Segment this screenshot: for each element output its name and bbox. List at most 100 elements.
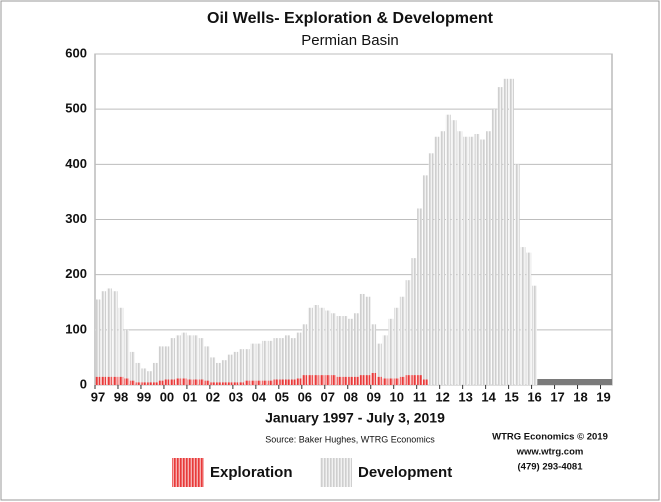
bar-segment: [394, 307, 400, 379]
y-tick-label: 200: [65, 266, 87, 281]
bar-segment: [451, 120, 457, 385]
bar-segment: [417, 375, 423, 385]
bar-segment: [497, 87, 503, 385]
bar-segment: [164, 379, 170, 385]
bar-segment: [313, 305, 319, 376]
x-tick-label: 15: [504, 389, 518, 404]
bar-segment: [330, 375, 336, 385]
bar-segment: [279, 379, 285, 385]
bar-segment: [164, 346, 170, 380]
x-tick-label: 01: [183, 389, 197, 404]
x-tick-label: 09: [366, 389, 380, 404]
bar-segment: [221, 360, 227, 383]
bar-segment: [141, 382, 147, 385]
bar-segment: [376, 343, 382, 377]
credit: WTRG Economics © 2019: [492, 432, 608, 443]
x-tick-label: 12: [435, 389, 449, 404]
y-tick-label: 300: [65, 211, 87, 226]
bar-segment: [313, 375, 319, 385]
bar-segment: [267, 340, 273, 381]
bar-segment: [411, 258, 417, 376]
x-tick-label: 06: [298, 389, 312, 404]
bar-segment: [95, 376, 101, 385]
bar-segment: [181, 378, 187, 385]
credit: www.wtrg.com: [516, 447, 584, 458]
filler-band: [537, 379, 612, 385]
bar-segment: [227, 354, 233, 383]
bar-segment: [296, 332, 302, 379]
bar-segment: [491, 109, 497, 386]
bar-segment: [359, 293, 365, 376]
bar-segment: [216, 362, 221, 383]
bar-segment: [210, 357, 216, 383]
x-tick-label: 03: [229, 389, 243, 404]
bar-segment: [187, 335, 193, 380]
bar-segment: [279, 338, 285, 380]
x-tick-label: 17: [550, 389, 564, 404]
bar-segment: [342, 376, 348, 385]
bar-segment: [405, 375, 411, 385]
bar-segment: [170, 379, 176, 385]
x-tick-label: 05: [275, 389, 289, 404]
bar-segment: [514, 164, 520, 385]
bar-segment: [175, 378, 181, 385]
bar-segment: [486, 131, 491, 385]
bar-segment: [187, 379, 193, 385]
bar-segment: [204, 346, 210, 381]
legend-swatch: [320, 458, 352, 487]
bar-segment: [480, 139, 486, 385]
bar-segment: [290, 379, 296, 385]
x-tick-label: 02: [206, 389, 220, 404]
bar-segment: [445, 114, 451, 385]
bar-segment: [503, 78, 509, 385]
bar-segment: [365, 296, 371, 376]
bar-segment: [124, 329, 130, 379]
bar-segment: [267, 380, 273, 385]
bar-segment: [348, 376, 354, 385]
bar-segment: [325, 310, 331, 376]
bar-segment: [319, 375, 325, 385]
bar-segment: [101, 291, 107, 377]
source: Source: Baker Hughes, WTRG Economics: [265, 434, 435, 444]
bar-segment: [181, 332, 187, 379]
bar-segment: [365, 375, 371, 385]
bar-segment: [371, 372, 377, 385]
bar-segment: [296, 378, 302, 385]
bar-segment: [124, 378, 130, 385]
bar-segment: [325, 375, 331, 385]
bar-segment: [170, 338, 176, 380]
bar-segment: [193, 335, 198, 380]
bar-segment: [135, 362, 141, 383]
bar-segment: [244, 349, 250, 381]
bar-segment: [106, 288, 112, 377]
legend-label: Development: [358, 464, 452, 481]
bar-segment: [129, 380, 135, 385]
bar-segment: [273, 338, 279, 380]
chart-subtitle: Permian Basin: [301, 32, 399, 49]
bar-segment: [474, 133, 480, 385]
bar-segment: [417, 208, 423, 376]
bar-segment: [382, 335, 388, 379]
chart-title: Oil Wells- Exploration & Development: [207, 10, 494, 27]
bar-segment: [330, 313, 336, 376]
bar-segment: [348, 318, 354, 377]
bar-segment: [353, 376, 359, 385]
x-tick-label: 11: [413, 389, 427, 404]
x-tick-label: 16: [527, 389, 541, 404]
bar-segment: [359, 375, 365, 385]
bar-segment: [175, 335, 181, 379]
bar-segment: [158, 380, 164, 385]
x-tick-label: 98: [114, 389, 128, 404]
bar-segment: [216, 382, 221, 385]
bar-segment: [250, 343, 256, 381]
x-tick-label: 00: [160, 389, 174, 404]
x-tick-label: 07: [321, 389, 335, 404]
bar-segment: [342, 316, 348, 377]
bar-segment: [152, 382, 158, 385]
legend-label: Exploration: [210, 464, 293, 481]
bar-segment: [256, 343, 262, 381]
bar-segment: [405, 280, 411, 376]
x-tick-label: 08: [344, 389, 358, 404]
bar-segment: [336, 376, 342, 385]
bar-segment: [382, 378, 388, 385]
